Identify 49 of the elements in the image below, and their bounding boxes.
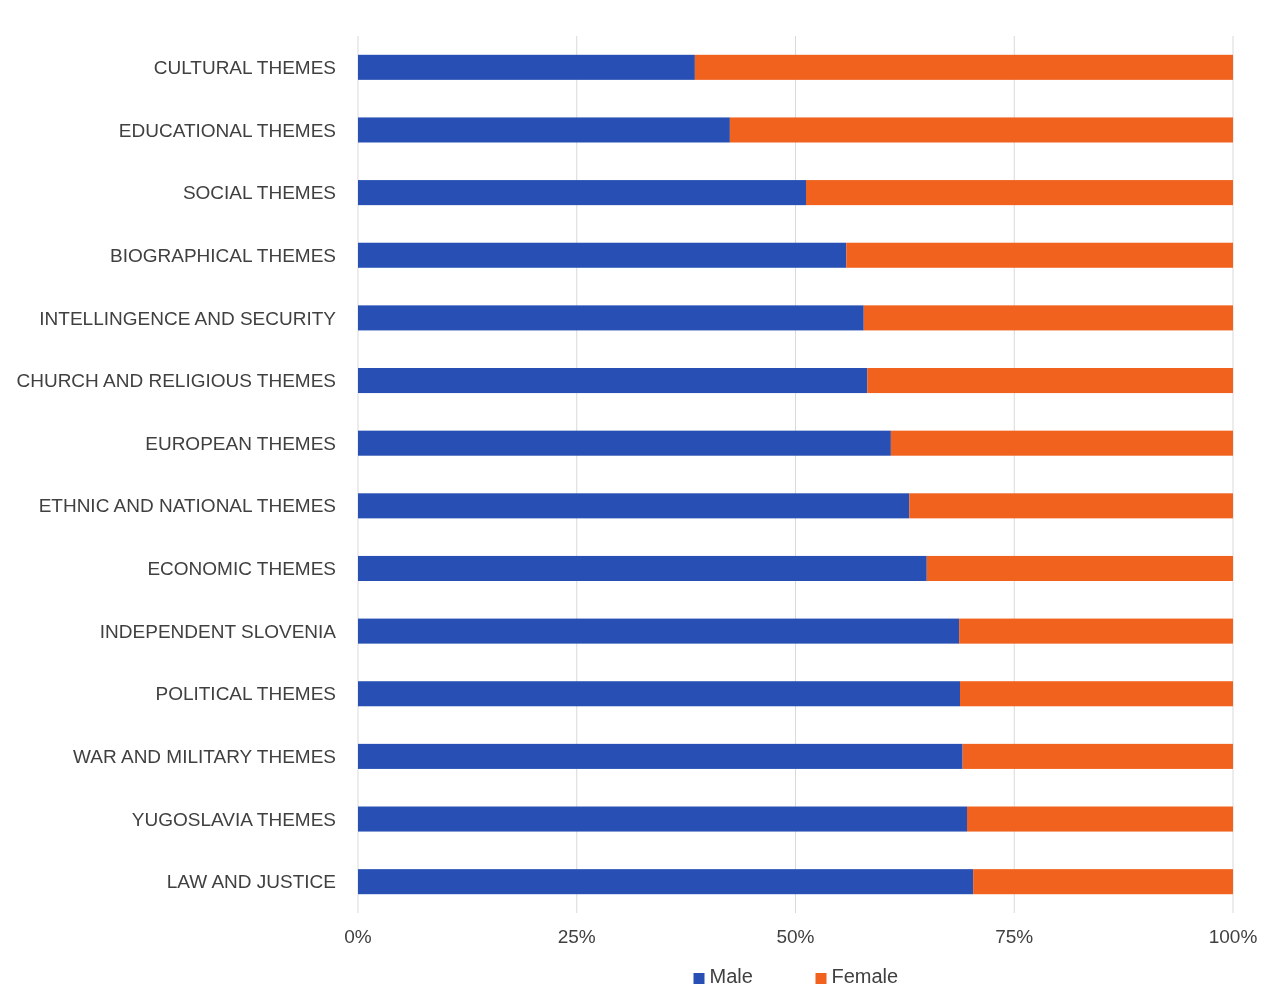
y-tick-label: CHURCH AND RELIGIOUS THEMES — [16, 370, 336, 392]
bar — [806, 180, 1233, 206]
bar — [358, 493, 910, 519]
y-tick-label: CULTURAL THEMES — [153, 56, 336, 78]
bar — [358, 869, 974, 895]
y-tick-label: EDUCATIONAL THEMES — [118, 119, 336, 141]
bar — [358, 681, 960, 707]
x-tick-label: 100% — [1208, 926, 1258, 947]
legend-label: Female — [831, 965, 899, 987]
bar — [358, 180, 806, 206]
bar — [358, 305, 864, 331]
legend-label: Male — [709, 965, 753, 987]
y-tick-label: INDEPENDENT SLOVENIA — [99, 620, 337, 642]
x-tick-label: 50% — [776, 926, 815, 947]
bar — [962, 743, 1233, 769]
bar — [358, 430, 891, 456]
bar — [358, 806, 967, 832]
y-tick-label: WAR AND MILITARY THEMES — [73, 746, 336, 768]
y-tick-label: BIOGRAPHICAL THEMES — [110, 244, 336, 266]
bar — [729, 117, 1233, 143]
bar — [358, 618, 960, 644]
bar — [358, 242, 847, 268]
x-tick-label: 0% — [344, 926, 372, 947]
bar — [890, 430, 1233, 456]
bar — [967, 806, 1233, 832]
y-tick-label: INTELLINGENCE AND SECURITY — [39, 307, 337, 329]
bar — [973, 869, 1233, 895]
y-tick-label: POLITICAL THEMES — [155, 683, 336, 705]
bar — [867, 368, 1233, 394]
x-tick-label: 75% — [995, 926, 1034, 947]
bar — [926, 555, 1233, 581]
y-tick-label: ETHNIC AND NATIONAL THEMES — [38, 495, 336, 517]
bar — [358, 368, 868, 394]
bar — [358, 117, 730, 143]
bar — [358, 54, 695, 80]
bar — [358, 743, 963, 769]
y-tick-label: YUGOSLAVIA THEMES — [131, 808, 336, 830]
y-tick-label: ECONOMIC THEMES — [147, 558, 336, 580]
bar — [960, 681, 1233, 707]
x-tick-label: 25% — [557, 926, 596, 947]
y-tick-label: SOCIAL THEMES — [182, 182, 336, 204]
bar — [358, 555, 927, 581]
bar — [909, 493, 1233, 519]
y-tick-label: LAW AND JUSTICE — [166, 871, 336, 893]
y-tick-label: EUROPEAN THEMES — [145, 432, 336, 454]
bar — [863, 305, 1233, 331]
bar — [959, 618, 1233, 644]
bar — [846, 242, 1233, 268]
bar — [694, 54, 1233, 80]
